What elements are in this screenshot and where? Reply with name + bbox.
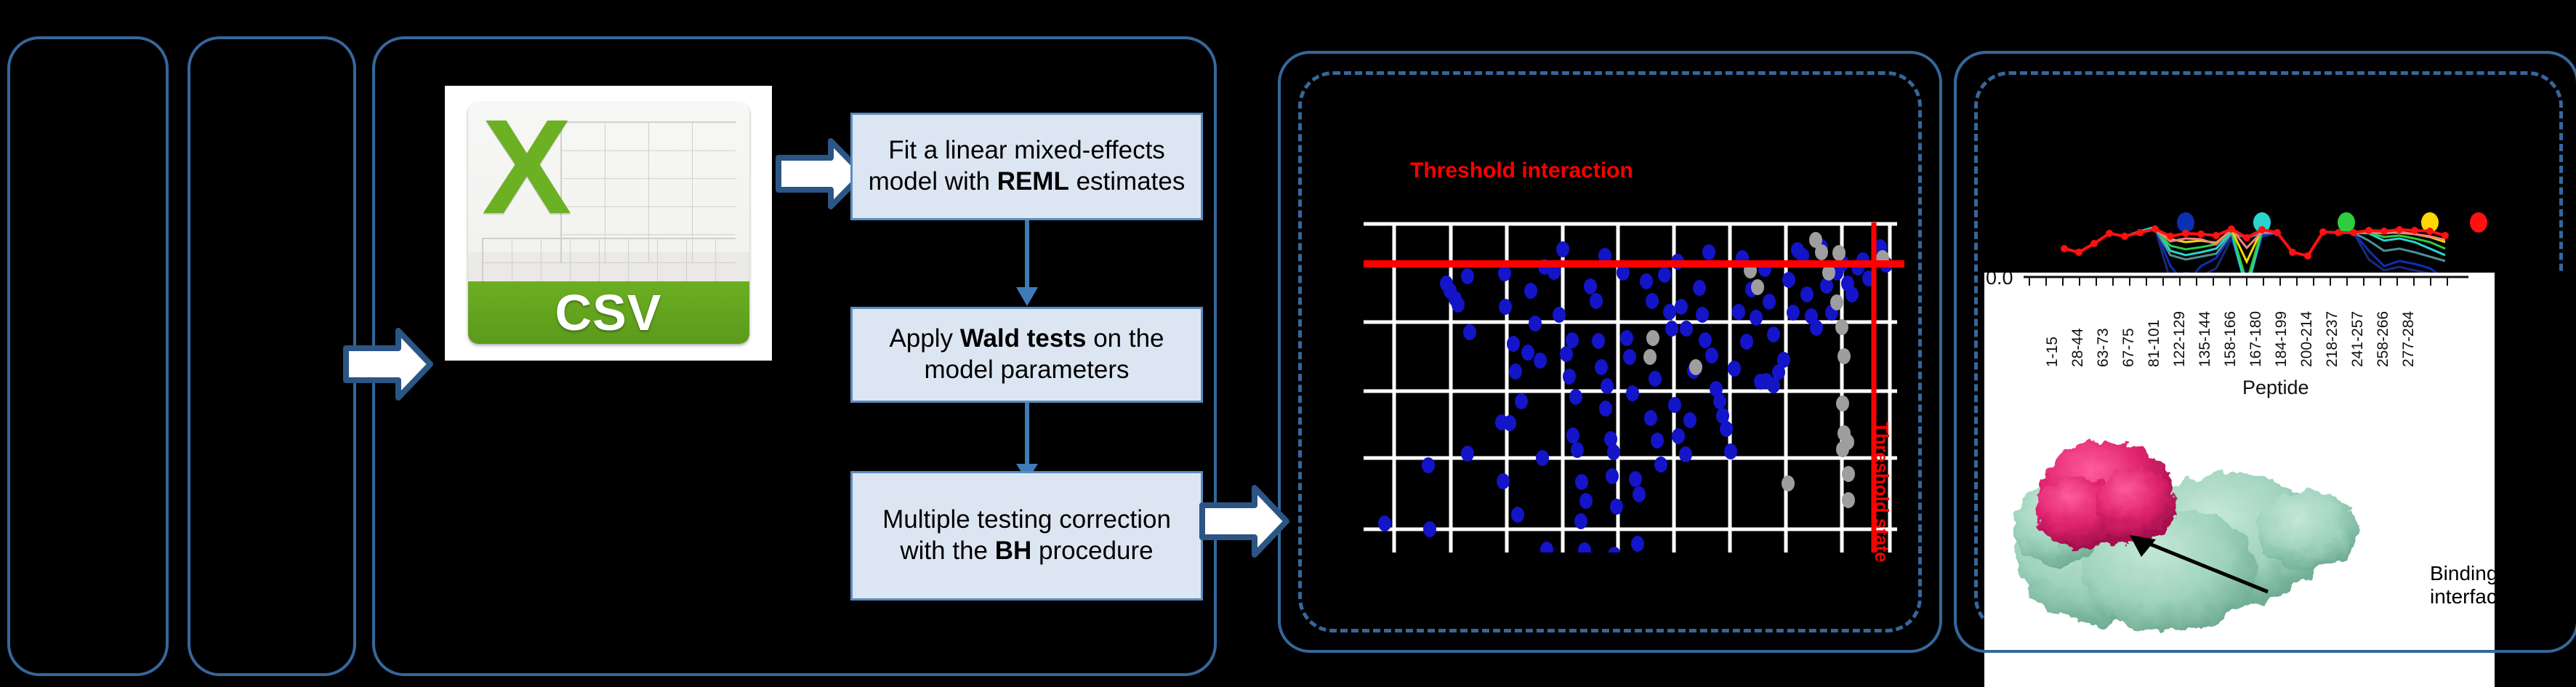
peptide-tick-label: 28-44 <box>2069 328 2086 367</box>
peptide-tick-label: 158-166 <box>2222 310 2239 367</box>
legend-dot-cyan <box>2253 212 2271 233</box>
flowbox-fit-model: Fit a linear mixed-effects model with RE… <box>850 113 1203 220</box>
peptide-tick-label: 67-75 <box>2120 328 2137 367</box>
card-right-mask <box>2495 273 2576 687</box>
scatter-canvas <box>1364 222 1904 553</box>
protein-body <box>2013 473 2359 633</box>
csv-file-icon: X CSV <box>445 86 772 361</box>
peptide-tick-label: 184-199 <box>2273 310 2290 367</box>
peptide-tick-label: 135-144 <box>2197 310 2213 367</box>
peptide-axis <box>2024 276 2468 286</box>
arrow-input-to-data <box>342 324 435 405</box>
peptide-tick-label: 63-73 <box>2095 328 2112 367</box>
legend-dot-red <box>2470 212 2487 233</box>
x-axis-title: Peptide <box>2242 377 2309 398</box>
peptide-tick-label: 81-101 <box>2146 319 2162 367</box>
flowbox-fit-model-text: Fit a linear mixed-effects model with RE… <box>860 135 1194 197</box>
binding-interface-line1: Binding <box>2430 562 2498 584</box>
y-axis-zero-label: 0.0 <box>1986 273 2013 289</box>
panel-data <box>188 36 356 676</box>
excel-x-glyph: X <box>482 102 572 242</box>
scatter-title: Threshold interaction <box>1410 158 1633 182</box>
csv-format-label: CSV <box>467 281 749 345</box>
flow-text-seg: procedure <box>1031 537 1154 565</box>
scatter-points-primary <box>1378 239 1893 553</box>
threshold-state-label: Threshold state <box>1871 422 1893 563</box>
flowbox-wald-tests: Apply Wald tests on the model parameters <box>850 307 1203 403</box>
peptide-tick-label: 218-237 <box>2324 310 2340 367</box>
csv-grid-lower <box>481 237 736 287</box>
flow-text-seg: Apply <box>889 324 960 353</box>
arrow-data-to-model <box>774 134 867 213</box>
peptide-tick-label: 241-257 <box>2349 310 2366 367</box>
peptide-tick-label: 122-129 <box>2171 310 2188 367</box>
chart-legend <box>2177 212 2487 233</box>
legend-dot-green <box>2338 212 2355 233</box>
peptide-tick-label: 167-180 <box>2247 310 2264 367</box>
peptide-tick-label: 277-284 <box>2400 310 2417 367</box>
flow-text-seg: estimates <box>1068 167 1186 196</box>
scatter-plot: Threshold interaction <box>1330 145 1912 563</box>
arrow-step1-to-step2 <box>1011 220 1043 311</box>
series-red-markers <box>2061 225 2449 260</box>
peptide-tick-label: 200-214 <box>2298 310 2315 367</box>
panel-results-scatter <box>1278 51 1942 653</box>
panel-results-scatter-inner <box>1298 71 1922 632</box>
flow-text-bold: Wald tests <box>959 324 1087 353</box>
peptide-structure-card: 0.0 1-15 28-44 63-73 67- <box>1984 273 2566 687</box>
flow-text-bold: REML <box>997 167 1069 196</box>
flowbox-multiple-testing: Multiple testing correction with the BH … <box>850 471 1203 600</box>
binding-interface-arrow <box>2130 535 2269 594</box>
flow-text-line2: with the BH procedure <box>900 536 1153 567</box>
ligand-domain <box>2035 441 2176 549</box>
flow-text-bold: BH <box>994 537 1032 565</box>
panel-input <box>7 36 169 676</box>
peptide-tick-label: 1-15 <box>2044 336 2061 367</box>
csv-icon-body: X CSV <box>467 102 749 345</box>
flowbox-wald-tests-text: Apply Wald tests on the model parameters <box>860 324 1194 385</box>
peptide-tick-label: 258-266 <box>2375 310 2391 367</box>
flow-text-seg: with the <box>900 537 995 565</box>
protein-surface-render <box>2013 441 2359 633</box>
flow-text-line1: Multiple testing correction <box>882 505 1171 534</box>
peptide-line-chart <box>2061 212 2487 291</box>
legend-dot-blue <box>2177 212 2194 233</box>
legend-dot-yellow <box>2421 212 2439 233</box>
arrow-model-to-results <box>1198 481 1291 561</box>
flow-text-seg: Fit a linear mixed-effects model with <box>868 136 1165 196</box>
threshold-lines <box>1364 222 1904 553</box>
arrow-step2-to-step3 <box>1011 403 1043 486</box>
flow-text-seg: on the model parameters <box>924 324 1164 384</box>
